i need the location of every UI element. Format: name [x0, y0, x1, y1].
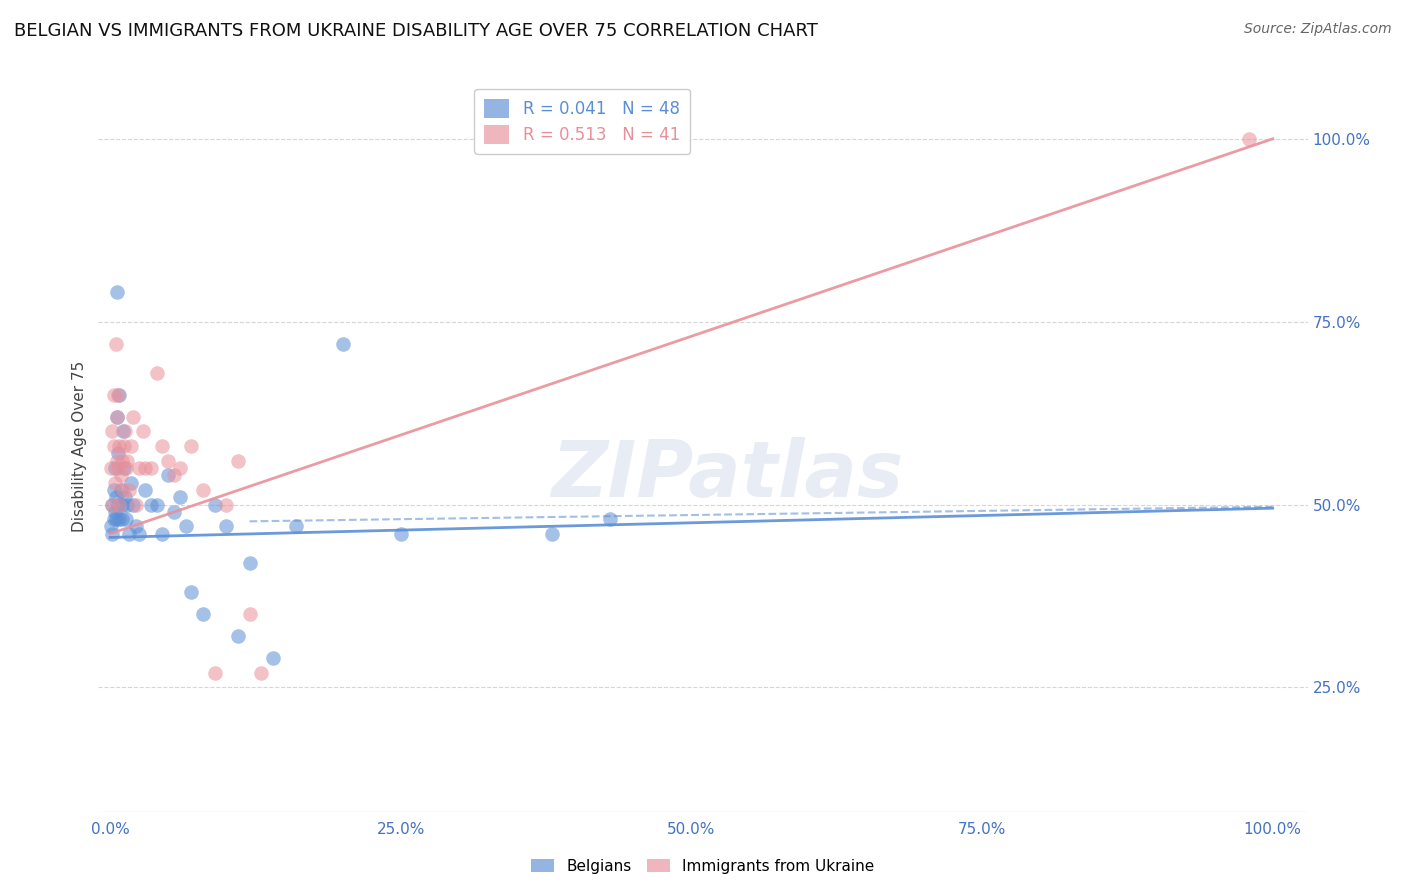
Point [108, 498, 131, 512]
Point [104, 512, 127, 526]
Point [110, 468, 132, 483]
Point [117, 498, 139, 512]
Point [180, 585, 202, 599]
Point [107, 461, 129, 475]
Point [150, 526, 173, 541]
Text: ZIPatlas: ZIPatlas [551, 437, 903, 513]
Point [540, 526, 562, 541]
Point [117, 453, 139, 467]
Point [104, 475, 127, 490]
Point [105, 453, 128, 467]
Point [191, 483, 214, 497]
Point [163, 505, 186, 519]
Point [180, 439, 202, 453]
Point [104, 461, 127, 475]
Point [104, 336, 127, 351]
Point [145, 366, 167, 380]
Point [124, 519, 146, 533]
Text: Source: ZipAtlas.com: Source: ZipAtlas.com [1244, 22, 1392, 37]
Point [122, 498, 145, 512]
Point [104, 490, 127, 504]
Point [118, 526, 141, 541]
Legend: R = 0.041   N = 48, R = 0.513   N = 41: R = 0.041 N = 48, R = 0.513 N = 41 [474, 88, 690, 153]
Point [332, 336, 354, 351]
Point [120, 439, 142, 453]
Point [145, 498, 167, 512]
Point [122, 409, 145, 424]
Point [157, 453, 180, 467]
Point [111, 512, 134, 526]
Point [114, 425, 136, 439]
Point [101, 425, 124, 439]
Point [285, 519, 308, 533]
Point [100, 461, 122, 475]
Point [139, 498, 162, 512]
Point [101, 498, 124, 512]
Point [215, 519, 238, 533]
Point [169, 490, 191, 504]
Point [599, 512, 621, 526]
Point [215, 498, 238, 512]
Point [107, 388, 129, 402]
Point [105, 409, 128, 424]
Point [111, 453, 134, 467]
Point [103, 512, 125, 526]
Point [131, 425, 153, 439]
Point [389, 526, 412, 541]
Point [157, 468, 180, 483]
Point [110, 483, 132, 497]
Point [107, 446, 129, 460]
Point [134, 461, 156, 475]
Point [103, 388, 125, 402]
Y-axis label: Disability Age Over 75: Disability Age Over 75 [72, 360, 87, 532]
Point [104, 505, 127, 519]
Point [100, 519, 122, 533]
Text: BELGIAN VS IMMIGRANTS FROM UKRAINE DISABILITY AGE OVER 75 CORRELATION CHART: BELGIAN VS IMMIGRANTS FROM UKRAINE DISAB… [14, 22, 818, 40]
Point [128, 526, 150, 541]
Point [118, 483, 141, 497]
Point [1239, 132, 1261, 146]
Point [112, 461, 135, 475]
Point [105, 285, 128, 300]
Point [150, 439, 173, 453]
Point [134, 483, 156, 497]
Point [124, 498, 146, 512]
Point [262, 651, 284, 665]
Point [101, 498, 124, 512]
Point [139, 461, 162, 475]
Point [204, 665, 226, 680]
Point [107, 498, 129, 512]
Point [108, 512, 131, 526]
Point [101, 526, 124, 541]
Point [111, 483, 134, 497]
Point [226, 629, 249, 643]
Point [204, 498, 226, 512]
Point [108, 439, 131, 453]
Point [163, 468, 186, 483]
Point [191, 607, 214, 622]
Point [115, 461, 138, 475]
Point [115, 512, 138, 526]
Point [239, 607, 262, 622]
Point [103, 439, 125, 453]
Point [169, 461, 191, 475]
Point [111, 498, 134, 512]
Point [108, 388, 131, 402]
Point [120, 475, 142, 490]
Point [103, 483, 125, 497]
Point [174, 519, 197, 533]
Point [114, 490, 136, 504]
Point [250, 665, 273, 680]
Point [226, 453, 249, 467]
Point [111, 425, 134, 439]
Point [105, 409, 128, 424]
Point [128, 461, 150, 475]
Point [239, 556, 262, 570]
Legend: Belgians, Immigrants from Ukraine: Belgians, Immigrants from Ukraine [526, 853, 880, 880]
Point [112, 439, 135, 453]
